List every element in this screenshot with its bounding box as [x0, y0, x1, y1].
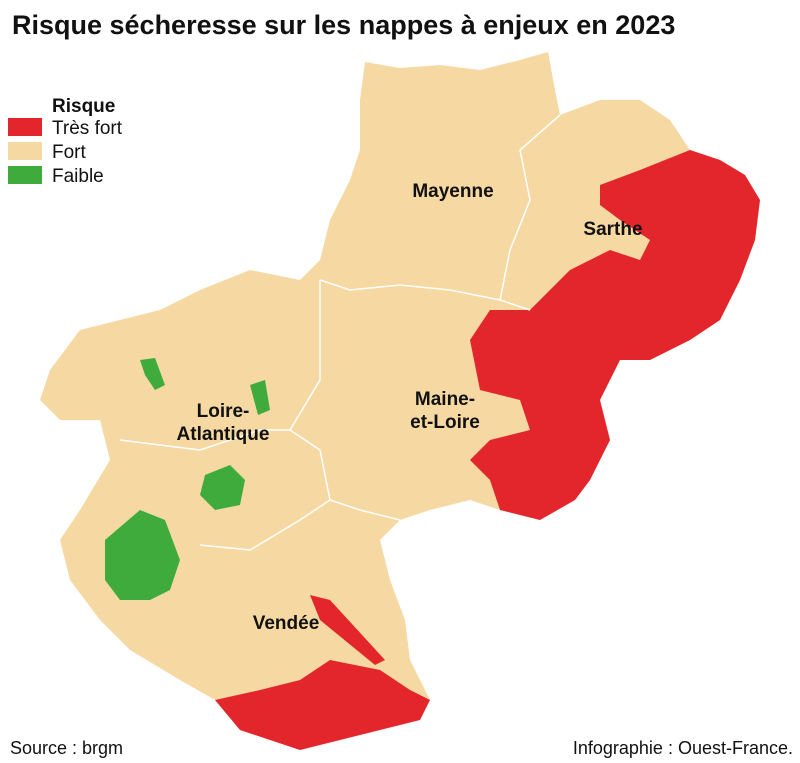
- legend-title: Risque: [52, 96, 115, 117]
- area-tres-fort: [310, 595, 385, 665]
- region-label: Mayenne: [412, 181, 493, 202]
- legend-label: Très fort: [52, 118, 123, 139]
- area-faible: [200, 465, 245, 510]
- area-faible: [250, 380, 270, 415]
- legend-swatch: [8, 142, 42, 160]
- title: Risque sécheresse sur les nappes à enjeu…: [12, 10, 675, 40]
- legend: Risque Très fort Fort Faible: [8, 96, 123, 187]
- area-fort: [40, 52, 760, 750]
- region-labels: Mayenne Sarthe Loire-Atlantique Maine-et-Lo…: [177, 181, 643, 634]
- borders: [119, 114, 561, 551]
- region-label: Loire-: [197, 401, 250, 422]
- region-label: Atlantique: [177, 424, 270, 445]
- map-shapes: [40, 52, 760, 750]
- legend-swatch: [8, 166, 42, 184]
- area-tres-fort: [215, 660, 430, 750]
- area-tres-fort: [470, 150, 760, 520]
- credit: Infographie : Ouest-France.: [573, 738, 793, 758]
- region-label: Vendée: [253, 613, 320, 634]
- area-faible: [140, 358, 165, 390]
- region-label: et-Loire: [410, 412, 480, 433]
- area-faible: [105, 510, 180, 600]
- source: Source : brgm: [10, 738, 123, 758]
- legend-label: Faible: [52, 166, 104, 187]
- region-label: Maine-: [415, 389, 475, 410]
- legend-label: Fort: [52, 142, 87, 163]
- region-label: Sarthe: [583, 219, 642, 240]
- legend-swatch: [8, 118, 42, 136]
